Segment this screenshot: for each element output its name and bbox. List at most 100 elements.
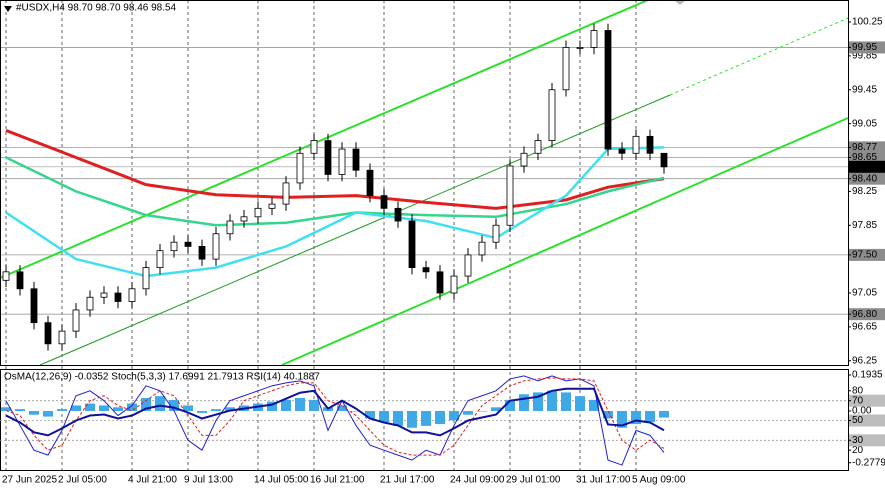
x-tick-label: 24 Jul 09:00 [450,475,505,486]
y-tick-label: 97.05 [852,288,877,299]
channel-extension [669,17,849,96]
candle-body [310,140,318,154]
y-tick-label: 96.65 [852,322,877,333]
histogram-bar [211,409,221,412]
histogram-bar [519,394,529,412]
candle-body [254,207,262,218]
x-tick-label: 14 Jul 05:00 [254,475,309,486]
candle-body [380,195,388,209]
y-tick-label: 80 [852,385,864,396]
histogram-bar [393,411,403,426]
x-tick-label: 16 Jul 21:00 [310,475,365,486]
candle-body [142,267,150,290]
histogram-bar [267,401,277,412]
candle-body [618,148,626,154]
y-tick-label: 99.05 [852,118,877,129]
moving-average [5,146,665,278]
candle-body [338,148,346,175]
histogram-bar [351,411,361,412]
histogram-bar [1,407,11,412]
histogram-bar [337,405,347,412]
candle-body [352,148,360,171]
y-tick-label: 99.95 [852,42,877,53]
main-panel-border [0,0,849,366]
candle-body [534,140,542,154]
y-tick-label: 98.77 [852,142,877,153]
histogram-bar [617,411,627,428]
channel-lower [281,117,849,366]
histogram-bar [85,403,95,412]
histogram-bar [463,411,473,415]
candle-body [226,220,234,235]
candle-body [58,330,66,345]
histogram-bar [127,403,137,412]
candle-body [492,224,500,243]
candle-body [86,296,94,311]
indicator-line [5,375,665,466]
candle-body [128,288,136,302]
candle-body [282,182,290,205]
y-tick-label: 70 [852,395,864,406]
histogram-bar [141,397,151,412]
y-tick-label: 96.25 [852,355,877,366]
price-label-box [849,41,885,54]
candle-body [16,271,24,290]
candle-body [44,322,52,345]
histogram-bar [309,399,319,412]
menu-arrow[interactable] [4,6,12,12]
y-tick-label: 99.85 [852,51,877,62]
histogram-bar [15,409,25,412]
histogram-bar [505,399,515,412]
y-tick-label: 0.00 [852,406,872,417]
candle-body [72,309,80,332]
histogram-bar [477,411,487,412]
histogram-bar [421,411,431,426]
y-tick-label: 97.50 [852,250,877,261]
candle-body [562,47,570,91]
histogram-bar [449,411,459,421]
y-tick-label: 98.25 [852,186,877,197]
histogram-bar [407,411,417,428]
last-price-label: 98.54 [852,161,877,172]
x-tick-label: 2 Jul 05:00 [58,475,107,486]
candle-body [590,30,598,48]
candle-body [422,267,430,273]
candle-body [520,152,528,167]
price-label-box [849,151,885,164]
price-label-box [849,308,885,321]
histogram-bar [365,411,375,419]
histogram-bar [155,396,165,412]
candle-body [646,135,654,154]
candle-body [408,220,416,269]
price-label-box [849,394,885,407]
candle-body [30,288,38,324]
y-tick-label: 97.85 [852,220,877,231]
histogram-bar [603,411,613,419]
histogram-bar [547,390,557,412]
histogram-bar [169,399,179,412]
candle-body [100,292,108,298]
histogram-bar [435,411,445,425]
histogram-bar [589,399,599,412]
y-tick-label: 30 [852,435,864,446]
histogram-bar [631,411,641,425]
histogram-bar [561,392,571,412]
y-tick-label: 0.1935 [852,370,883,381]
candle-body [576,47,584,49]
candle-body [506,165,514,226]
candle-body [548,89,556,141]
y-tick-label: 98.40 [852,173,877,184]
histogram-bar [533,392,543,412]
histogram-bar [575,396,585,412]
histogram-bar [491,407,501,412]
moving-average [5,129,665,210]
candle-body [464,254,472,277]
y-tick-label: -0.2779 [852,457,885,468]
x-tick-label: 9 Jul 13:00 [184,475,233,486]
candle-body [170,241,178,252]
x-tick-label: 21 Jul 17:00 [380,475,435,486]
candle-body [184,241,192,247]
y-tick-label: 20 [852,445,864,456]
histogram-bar [225,407,235,412]
